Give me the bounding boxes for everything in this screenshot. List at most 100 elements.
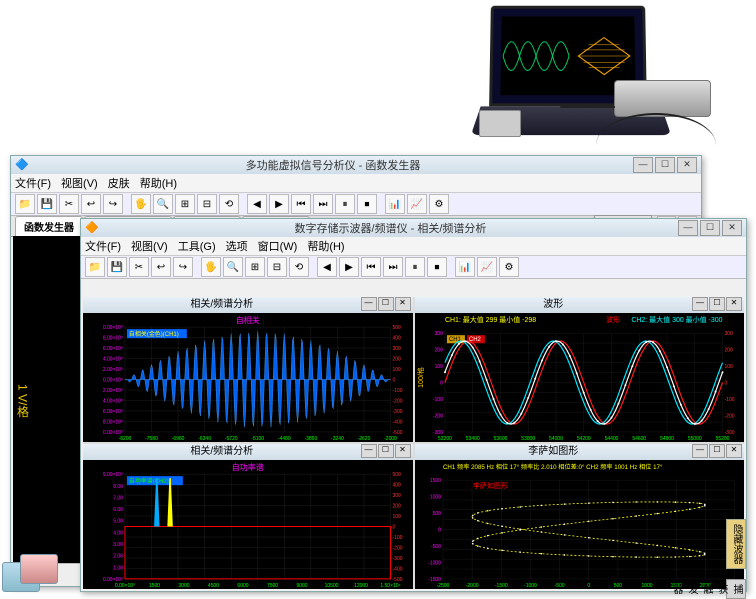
panel-min[interactable]: — bbox=[361, 444, 377, 458]
close-button[interactable]: ✕ bbox=[677, 157, 697, 173]
svg-text:6000: 6000 bbox=[237, 583, 248, 589]
toolbar-button[interactable]: 📁 bbox=[85, 257, 105, 277]
toolbar-button[interactable]: ⏭ bbox=[383, 257, 403, 277]
toolbar-button[interactable]: ↩ bbox=[81, 194, 101, 214]
toolbar-button[interactable]: ⏸ bbox=[335, 194, 355, 214]
svg-text:1.00: 1.00 bbox=[113, 565, 123, 571]
toolbar-button[interactable]: 📁 bbox=[15, 194, 35, 214]
panel-max[interactable]: ☐ bbox=[709, 297, 725, 311]
toolbar-button[interactable]: ▶ bbox=[269, 194, 289, 214]
toolbar-button[interactable]: 📈 bbox=[477, 257, 497, 277]
toolbar-button[interactable]: ⏭ bbox=[313, 194, 333, 214]
toolbar-button[interactable]: ↩ bbox=[151, 257, 171, 277]
toolbar-button[interactable]: ⊞ bbox=[175, 194, 195, 214]
svg-text:-500: -500 bbox=[430, 544, 440, 550]
toolbar-button[interactable]: 💾 bbox=[37, 194, 57, 214]
panel-max[interactable]: ☐ bbox=[378, 444, 394, 458]
toolbar-button[interactable]: ✂ bbox=[129, 257, 149, 277]
toolbar-button[interactable]: ▶ bbox=[339, 257, 359, 277]
toolbar-button[interactable]: ⊟ bbox=[197, 194, 217, 214]
panel-min[interactable]: — bbox=[692, 297, 708, 311]
svg-text:CH1: CH1 bbox=[448, 337, 461, 343]
tab-funcgen[interactable]: 函数发生器 bbox=[15, 216, 83, 236]
toolbar-button[interactable]: ⟲ bbox=[289, 257, 309, 277]
plot-waveform[interactable]: CH1: 最大值 299 最小值 -298波形CH2: 最大值 300 最小值 … bbox=[415, 313, 745, 442]
toolbar-button[interactable]: ⏹ bbox=[427, 257, 447, 277]
toolbar-2: 📁💾✂↩↪ 🖐🔍⊞⊟⟲ ◀▶⏮⏭⏸⏹ 📊📈⚙ bbox=[81, 256, 746, 279]
svg-text:400: 400 bbox=[393, 336, 402, 342]
menu-help[interactable]: 帮助(H) bbox=[140, 175, 177, 191]
panel-close[interactable]: ✕ bbox=[726, 297, 742, 311]
minimize-button[interactable]: — bbox=[633, 157, 653, 173]
svg-text:53400: 53400 bbox=[465, 436, 479, 442]
svg-text:100/格: 100/格 bbox=[416, 367, 425, 388]
menu-tools[interactable]: 工具(G) bbox=[178, 238, 216, 254]
menu-file[interactable]: 文件(F) bbox=[85, 238, 121, 254]
maximize-button[interactable]: ☐ bbox=[655, 157, 675, 173]
toolbar-button[interactable]: 🖐 bbox=[201, 257, 221, 277]
toolbar-button[interactable]: 🖐 bbox=[131, 194, 151, 214]
toolbar-button[interactable]: ⏮ bbox=[291, 194, 311, 214]
svg-text:-1500: -1500 bbox=[494, 583, 507, 589]
svg-text:300: 300 bbox=[724, 331, 733, 337]
panel-min[interactable]: — bbox=[692, 444, 708, 458]
panel-close[interactable]: ✕ bbox=[395, 444, 411, 458]
menu-skin[interactable]: 皮肤 bbox=[108, 175, 130, 191]
svg-text:4.00: 4.00 bbox=[113, 530, 123, 536]
plot-lissajous[interactable]: CH1 频率 2085 Hz 相位 17° 频率比 2.010 相位差:0° C… bbox=[415, 460, 745, 589]
svg-text:9000: 9000 bbox=[296, 583, 307, 589]
toolbar-button[interactable]: ◀ bbox=[247, 194, 267, 214]
toolbar-button[interactable]: ⏮ bbox=[361, 257, 381, 277]
svg-text:自相关: 自相关 bbox=[236, 315, 260, 325]
svg-text:自功率谱: 自功率谱 bbox=[232, 462, 264, 472]
titlebar-1[interactable]: 🔷 多功能虚拟信号分析仪 - 函数发生器 — ☐ ✕ bbox=[11, 156, 701, 174]
toolbar-button[interactable]: ↪ bbox=[173, 257, 193, 277]
toolbar-button[interactable]: ◀ bbox=[317, 257, 337, 277]
svg-text:2.00: 2.00 bbox=[113, 554, 123, 560]
usb-hub bbox=[479, 110, 521, 137]
toolbar-button[interactable]: ⚙ bbox=[429, 194, 449, 214]
svg-text:53800: 53800 bbox=[521, 436, 535, 442]
toolbar-button[interactable]: ⊟ bbox=[267, 257, 287, 277]
sidetab-capture-trigger[interactable]: 捕获触发器 bbox=[726, 579, 746, 599]
toolbar-button[interactable]: ⏸ bbox=[405, 257, 425, 277]
plot-power-spectrum[interactable]: 自功率谱自功率谱(CH2)9.00×10⁰8.007.006.005.004.0… bbox=[83, 460, 413, 589]
sidetab-hide-scope[interactable]: 隐藏波器 bbox=[726, 519, 746, 569]
titlebar-2[interactable]: 🔶 数字存储示波器/频谱仪 - 相关/频谱分析 — ☐ ✕ bbox=[81, 219, 746, 237]
toolbar-button[interactable]: ✂ bbox=[59, 194, 79, 214]
toolbar-button[interactable]: 📊 bbox=[385, 194, 405, 214]
menu-options[interactable]: 选项 bbox=[226, 238, 248, 254]
svg-text:54800: 54800 bbox=[660, 436, 674, 442]
toolbar-button[interactable]: 🔍 bbox=[223, 257, 243, 277]
menu-help[interactable]: 帮助(H) bbox=[307, 238, 344, 254]
svg-text:200: 200 bbox=[393, 504, 402, 510]
toolbar-button bbox=[195, 258, 199, 276]
svg-text:0: 0 bbox=[393, 525, 396, 531]
panel-max[interactable]: ☐ bbox=[378, 297, 394, 311]
taskbar-icon[interactable] bbox=[20, 554, 58, 584]
menu-window[interactable]: 窗口(W) bbox=[258, 238, 298, 254]
panel-close[interactable]: ✕ bbox=[395, 297, 411, 311]
app-icon: 🔶 bbox=[85, 221, 99, 235]
toolbar-button[interactable]: 📈 bbox=[407, 194, 427, 214]
toolbar-button[interactable]: ⟲ bbox=[219, 194, 239, 214]
toolbar-button[interactable]: ⚙ bbox=[499, 257, 519, 277]
svg-text:-1000: -1000 bbox=[428, 560, 441, 566]
toolbar-button[interactable]: ↪ bbox=[103, 194, 123, 214]
maximize-button[interactable]: ☐ bbox=[700, 220, 720, 236]
minimize-button[interactable]: — bbox=[678, 220, 698, 236]
menu-view[interactable]: 视图(V) bbox=[61, 175, 98, 191]
menu-view[interactable]: 视图(V) bbox=[131, 238, 168, 254]
panel-min[interactable]: — bbox=[361, 297, 377, 311]
toolbar-button[interactable]: 📊 bbox=[455, 257, 475, 277]
toolbar-button[interactable]: ⏹ bbox=[357, 194, 377, 214]
panel-max[interactable]: ☐ bbox=[709, 444, 725, 458]
panel-close[interactable]: ✕ bbox=[726, 444, 742, 458]
toolbar-button[interactable]: ⊞ bbox=[245, 257, 265, 277]
plot-autocorrelation[interactable]: 自相关自相关(金色)(CH1)0.00×10⁰8.00×10⁰6.00×10⁰4… bbox=[83, 313, 413, 442]
toolbar-button[interactable]: 🔍 bbox=[153, 194, 173, 214]
menu-file[interactable]: 文件(F) bbox=[15, 175, 51, 191]
close-button[interactable]: ✕ bbox=[722, 220, 742, 236]
svg-text:-500: -500 bbox=[554, 583, 564, 589]
toolbar-button[interactable]: 💾 bbox=[107, 257, 127, 277]
